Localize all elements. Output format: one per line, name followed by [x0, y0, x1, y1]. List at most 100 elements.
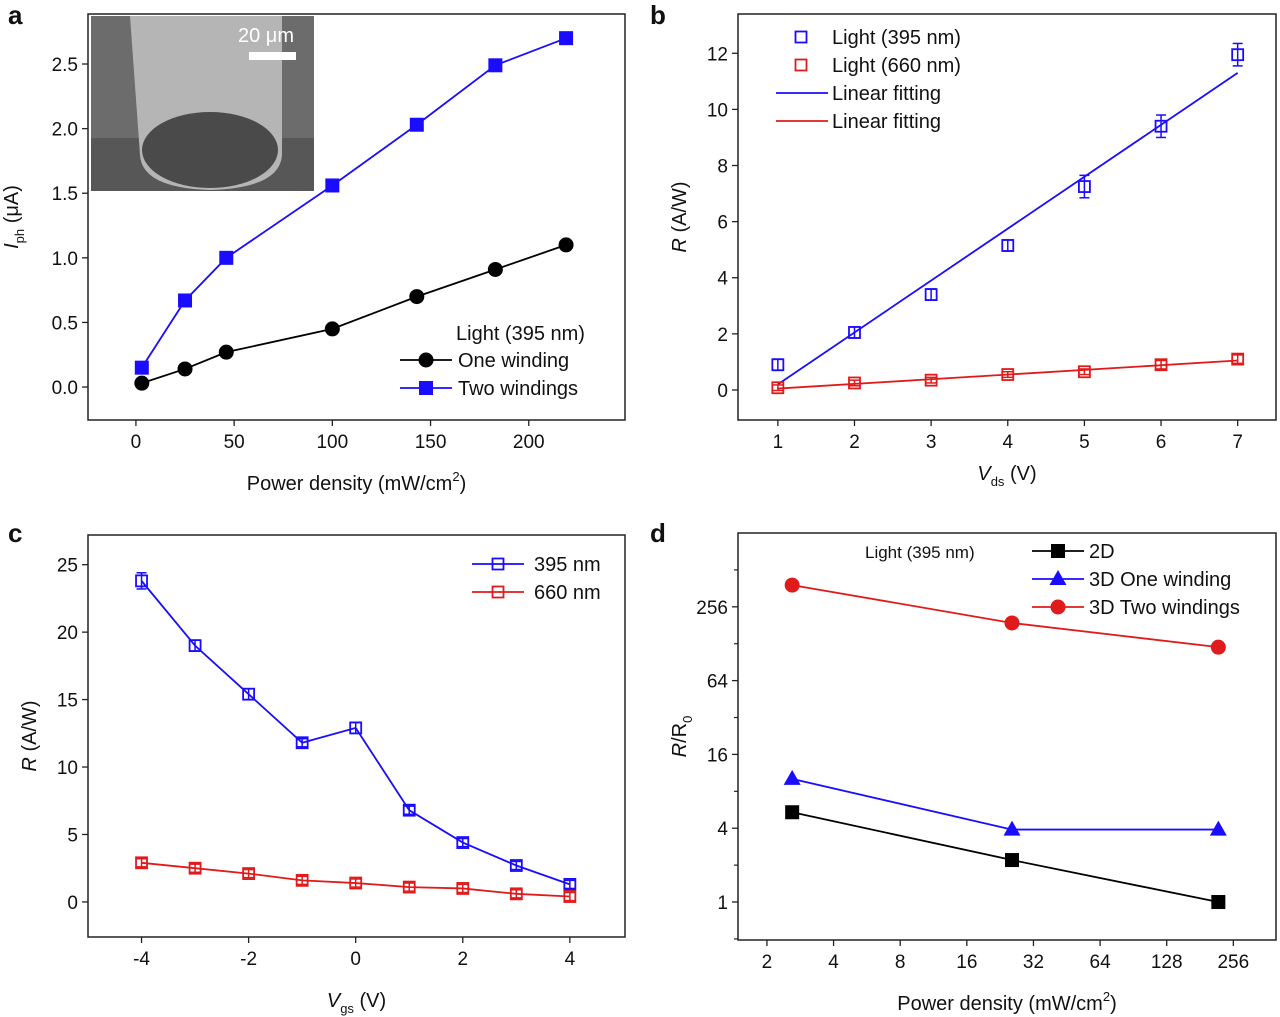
- data-point: [771, 358, 785, 372]
- y-tick-label: 256: [696, 598, 728, 619]
- x-axis-label-text: Power density (mW/cm: [247, 473, 453, 495]
- x-tick-label: 0: [131, 432, 142, 453]
- legend-marker: [491, 585, 505, 599]
- legend-label: 3D Two windings: [1089, 597, 1240, 619]
- y-tick-label: 10: [707, 100, 728, 121]
- y-tick-label: 4: [717, 819, 728, 840]
- data-point: [134, 360, 149, 375]
- series-light-395-nm-: [771, 42, 1245, 372]
- series-two-windings: [134, 31, 574, 375]
- data-point: [558, 237, 574, 253]
- inset-tube-end: [142, 112, 278, 188]
- legend-label: 395 nm: [534, 554, 601, 576]
- x-axis-label: Vgs (V): [327, 990, 386, 1016]
- legend-label: Light (395 nm): [832, 27, 961, 49]
- y-tick-label: 15: [57, 691, 78, 712]
- x-tick-label: 128: [1151, 952, 1183, 973]
- legend-label: Linear fitting: [832, 111, 941, 133]
- data-point: [456, 836, 470, 849]
- data-point: [456, 882, 470, 895]
- data-point: [177, 361, 193, 377]
- x-axis-label-var: V: [977, 463, 992, 485]
- x-tick-label: 8: [895, 952, 906, 973]
- data-point: [509, 859, 523, 872]
- y-axis-label: R (A/W): [669, 181, 691, 252]
- data-point: [783, 769, 801, 785]
- legend: Light (395 nm) Light (660 nm) Linear fitti…: [776, 27, 961, 133]
- y-tick-label: 1.0: [52, 249, 78, 270]
- x-tick-label: 4: [828, 952, 839, 973]
- legend-title: Light (395 nm): [865, 543, 975, 562]
- data-point: [488, 58, 503, 73]
- data-point: [563, 877, 577, 891]
- y-tick-label: 10: [57, 758, 78, 779]
- data-point: [135, 574, 148, 588]
- x-tick-label: 64: [1090, 952, 1112, 973]
- legend-marker: [418, 352, 434, 368]
- data-point: [1154, 119, 1168, 133]
- data-point: [1001, 239, 1015, 252]
- y-axis-label-sub: ph: [12, 229, 27, 243]
- data-point: [509, 887, 523, 901]
- y-tick-label: 4: [717, 269, 728, 290]
- series-one-winding: [134, 237, 574, 391]
- x-axis-label-unit: (V): [354, 990, 386, 1012]
- x-tick-label: 6: [1156, 432, 1167, 453]
- x-axis-label-var: V: [327, 990, 342, 1012]
- y-axis-label-slash: /R: [669, 723, 691, 743]
- data-point: [324, 321, 340, 337]
- y-tick-label: 64: [707, 672, 729, 693]
- data-point: [563, 890, 577, 903]
- series-3d-one-winding: [783, 769, 1227, 836]
- data-point: [1154, 358, 1168, 372]
- scale-bar: [249, 52, 296, 60]
- series-2d: [785, 805, 1226, 910]
- y-axis-label: Iph (μA): [1, 185, 27, 249]
- legend-label: One winding: [458, 350, 569, 372]
- data-point: [325, 178, 340, 193]
- x-axis-label-sup: 2: [1103, 989, 1110, 1004]
- y-tick-label: 2: [717, 325, 728, 346]
- y-tick-label: 16: [707, 745, 728, 766]
- data-point: [1078, 180, 1091, 193]
- y-tick-label: 0: [67, 893, 78, 914]
- data-point: [848, 376, 861, 390]
- data-point: [402, 880, 416, 894]
- x-tick-label: 16: [956, 952, 977, 973]
- x-tick-label: -2: [240, 949, 257, 970]
- data-point: [784, 577, 800, 593]
- data-point: [924, 373, 938, 387]
- x-tick-label: 5: [1079, 432, 1090, 453]
- x-tick-label: 3: [926, 432, 937, 453]
- data-point: [135, 856, 148, 870]
- legend: 395 nm 660 nm: [472, 554, 601, 604]
- legend-marker: [1049, 570, 1067, 585]
- legend-marker: [794, 58, 808, 72]
- data-point: [409, 117, 424, 132]
- x-tick-label: 200: [513, 432, 545, 453]
- data-point: [349, 721, 363, 735]
- panel-c: -4 -2 0 2 4 0 5 10 15 20 25 Vgs (V) R (A/W) 395 nm 660…: [19, 534, 626, 1016]
- scale-bar-label: 20 μm: [238, 25, 294, 47]
- legend-label: Light (660 nm): [832, 55, 961, 77]
- x-tick-label: 32: [1023, 952, 1044, 973]
- data-point: [242, 867, 256, 880]
- legend-marker: [1051, 544, 1065, 558]
- data-point: [242, 687, 256, 701]
- x-axis-label: Vds (V): [977, 463, 1036, 489]
- plot-frame: [87, 534, 626, 938]
- legend-title: Light (395 nm): [456, 323, 585, 345]
- legend-label: Two windings: [458, 378, 578, 400]
- data-point: [349, 876, 363, 890]
- data-point: [1231, 352, 1245, 366]
- x-tick-label: 0: [350, 949, 361, 970]
- data-point: [1210, 639, 1226, 655]
- x-tick-label: 2: [849, 432, 860, 453]
- x-tick-label: 150: [415, 432, 447, 453]
- series-line: [791, 778, 1219, 831]
- data-point: [559, 31, 574, 46]
- x-axis-label-tail: ): [460, 473, 467, 495]
- data-point: [848, 326, 861, 339]
- data-point: [188, 861, 202, 875]
